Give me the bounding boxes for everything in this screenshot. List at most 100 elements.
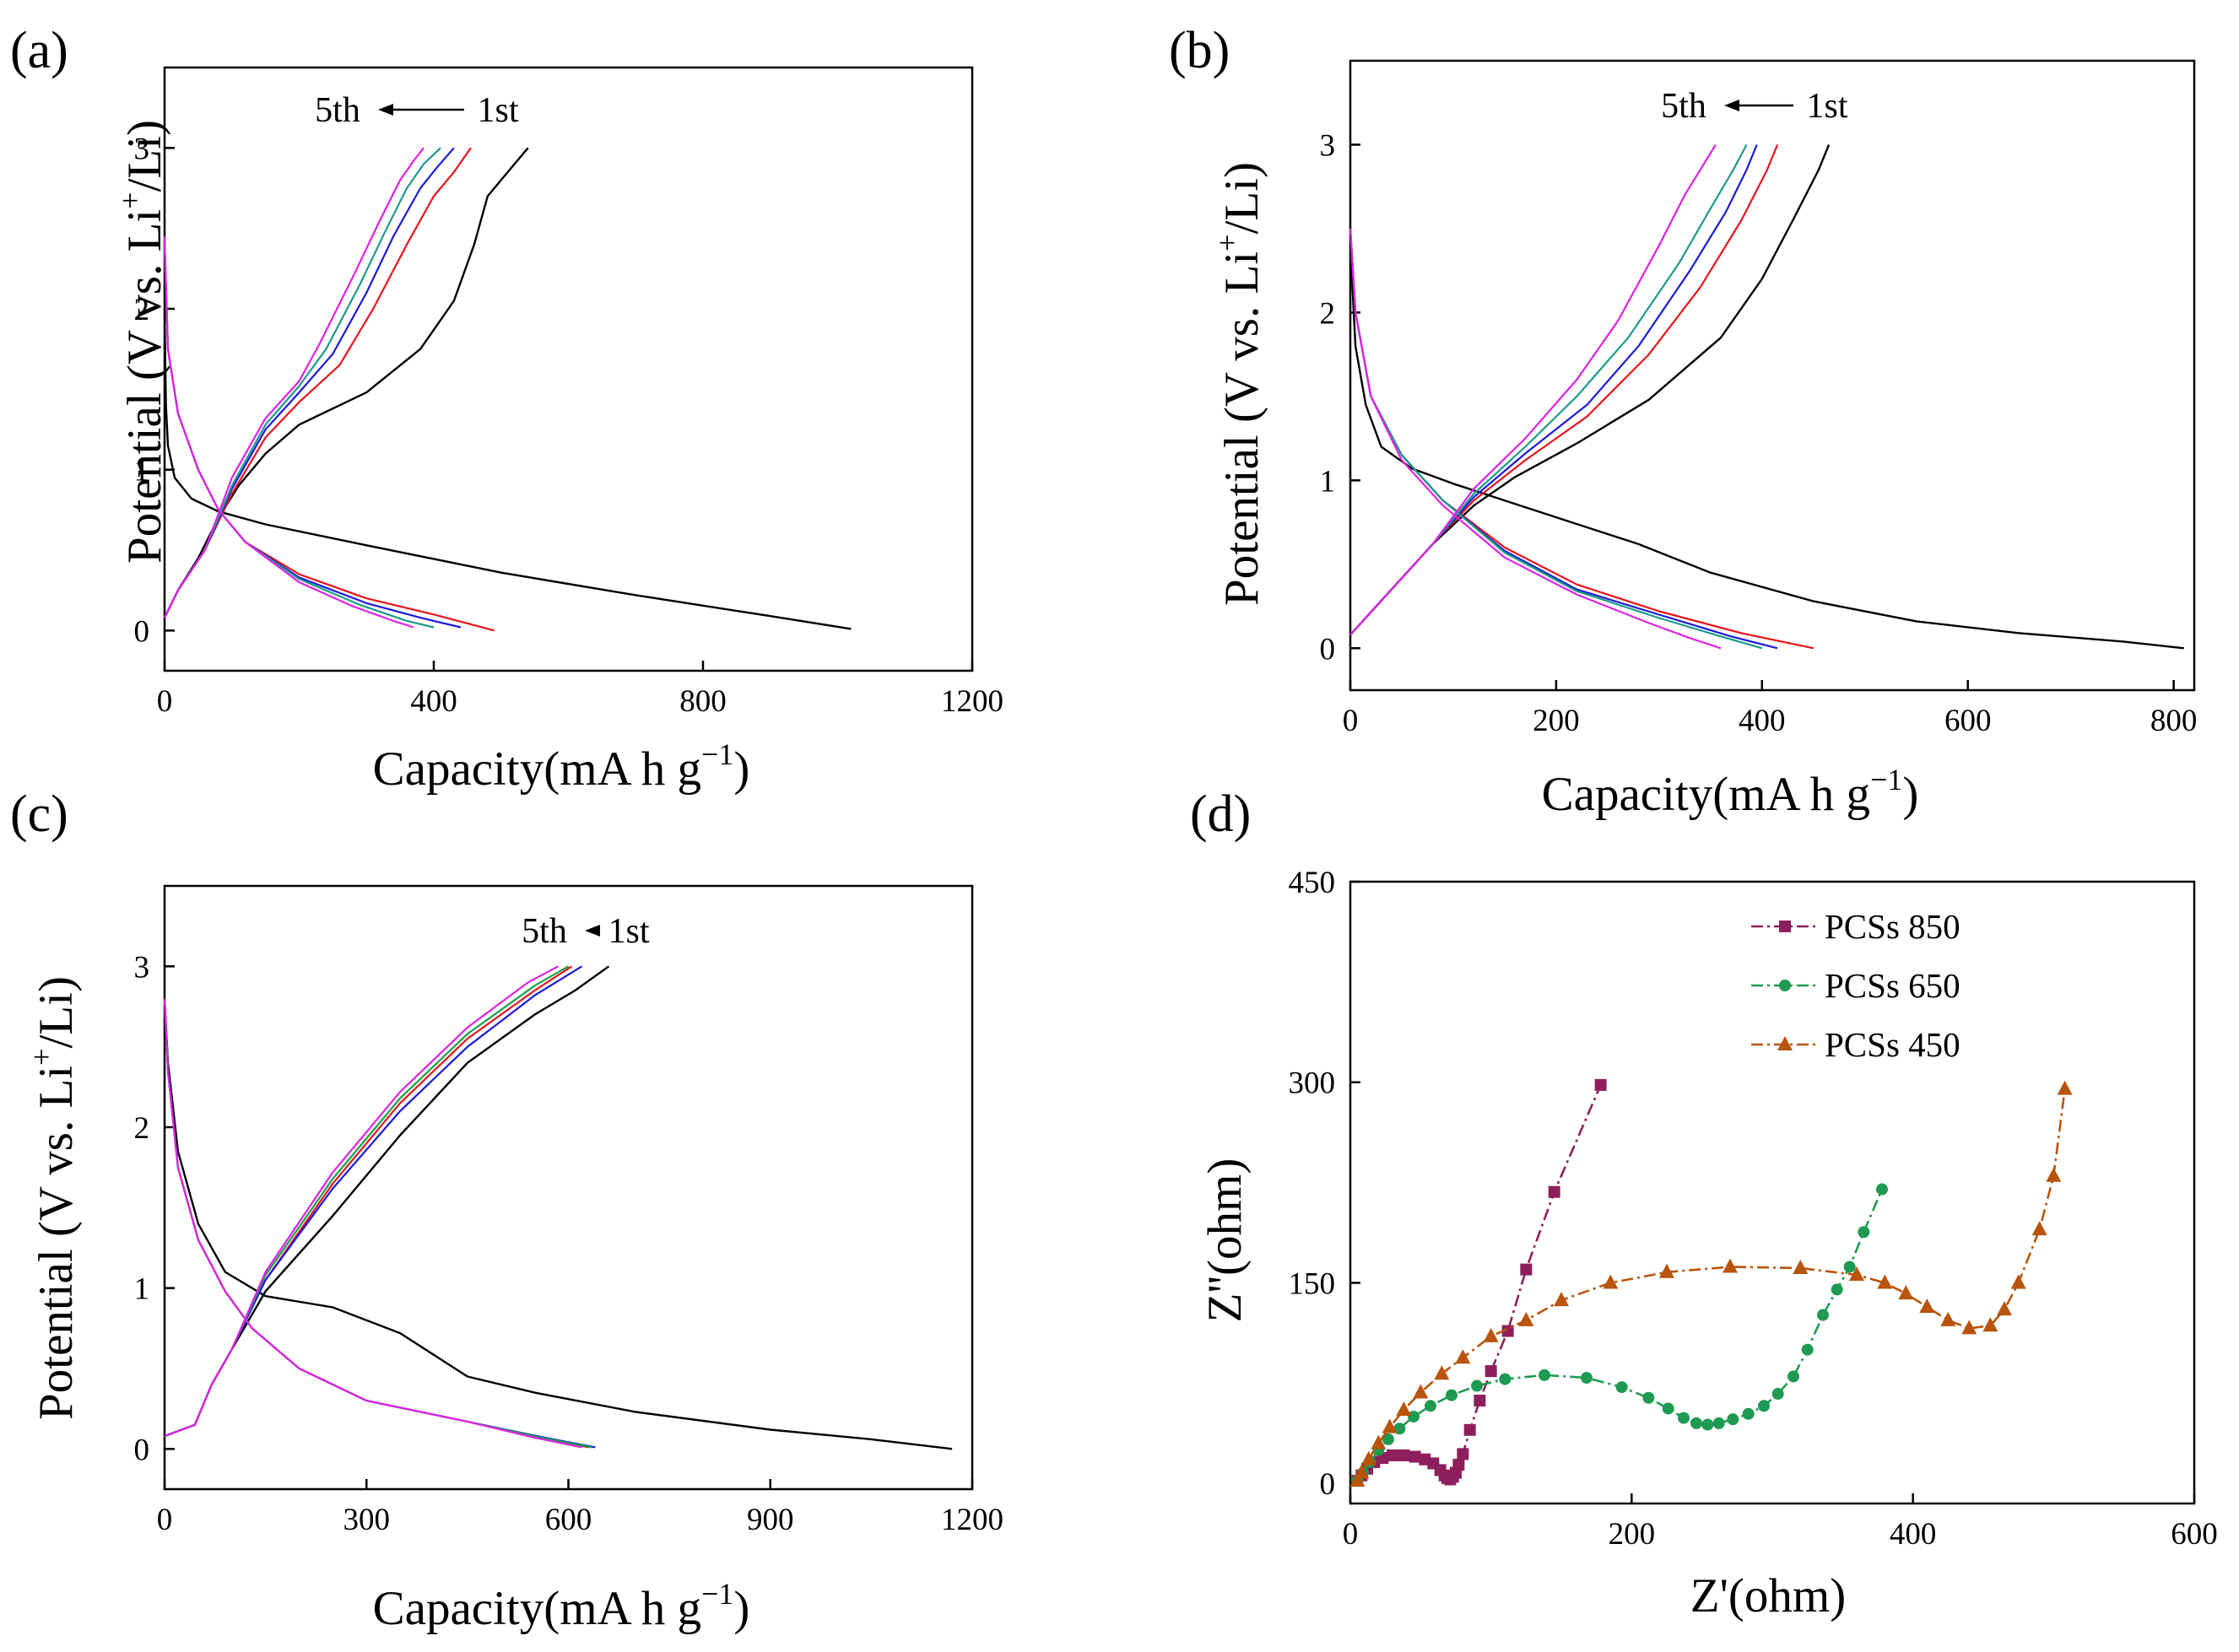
panel-label-b: (b) xyxy=(1169,22,1230,79)
y-axis-title-a: Potential (V vs. Li+/Li) xyxy=(113,120,171,564)
x-tick-label-c-0: 0 xyxy=(157,1503,173,1537)
point-1-6 xyxy=(1398,1449,1410,1461)
point-3-26 xyxy=(2046,1167,2062,1182)
point-3-4 xyxy=(1382,1418,1398,1433)
plot-frame-d xyxy=(1349,880,2196,1505)
panel-a: (a) Potential (V vs. Li+/Li) Capacity(mA… xyxy=(10,22,1003,796)
curve-b-cycle-1-discharge xyxy=(1349,245,2184,650)
point-2-28 xyxy=(1843,1261,1856,1273)
x-tick-label-c-1: 300 xyxy=(343,1503,391,1537)
point-2-5 xyxy=(1393,1423,1406,1435)
point-2-9 xyxy=(1471,1379,1483,1392)
x-tick-label-b-0: 0 xyxy=(1343,704,1359,738)
y-tick-label-a-1: 1 xyxy=(134,454,150,489)
point-1-7 xyxy=(1409,1450,1421,1463)
x-tick-label-b-3: 600 xyxy=(1944,704,1992,738)
point-3-18 xyxy=(1898,1285,1914,1300)
legend-marker-2 xyxy=(1779,980,1791,991)
point-2-30 xyxy=(1876,1183,1888,1196)
point-1-22 xyxy=(1520,1263,1533,1276)
point-3-21 xyxy=(1961,1320,1977,1335)
y-tick-label-b-0: 0 xyxy=(1320,632,1336,667)
x-tick-label-d-1: 200 xyxy=(1609,1517,1656,1552)
point-3-17 xyxy=(1877,1274,1893,1289)
point-3-14 xyxy=(1723,1258,1738,1273)
panel-label-c: (c) xyxy=(10,786,68,843)
point-2-11 xyxy=(1539,1369,1550,1381)
annotation-5th-a: 5th xyxy=(315,91,360,130)
curve-b-cycle-5-discharge xyxy=(1349,228,1722,650)
point-3-3 xyxy=(1371,1434,1387,1450)
x-axis-title-d: Z'(ohm) xyxy=(1690,1569,1846,1622)
point-2-10 xyxy=(1499,1373,1512,1385)
point-2-26 xyxy=(1817,1309,1829,1321)
point-3-10 xyxy=(1518,1311,1534,1326)
point-2-21 xyxy=(1742,1407,1755,1420)
point-2-17 xyxy=(1690,1417,1702,1429)
y-tick-label-a-0: 0 xyxy=(134,614,150,649)
point-2-13 xyxy=(1615,1381,1628,1394)
point-3-2 xyxy=(1360,1450,1376,1466)
x-tick-label-a-3: 1200 xyxy=(941,684,1003,719)
y-tick-label-d-2: 300 xyxy=(1289,1066,1336,1101)
point-2-25 xyxy=(1801,1343,1814,1356)
point-2-20 xyxy=(1727,1413,1739,1426)
point-3-27 xyxy=(2057,1080,2073,1095)
curve-a-cycle-1-charge xyxy=(163,147,529,618)
point-1-21 xyxy=(1501,1325,1514,1337)
point-3-12 xyxy=(1603,1274,1619,1289)
curve-a-cycle-5-discharge xyxy=(163,236,414,629)
point-2-6 xyxy=(1408,1410,1420,1423)
point-3-24 xyxy=(2010,1274,2026,1289)
point-3-1 xyxy=(1354,1464,1370,1479)
point-3-15 xyxy=(1793,1260,1809,1275)
x-tick-label-a-1: 400 xyxy=(410,684,457,719)
y-tick-label-b-2: 2 xyxy=(1320,296,1336,331)
point-2-18 xyxy=(1701,1418,1714,1431)
point-2-22 xyxy=(1758,1400,1770,1412)
x-tick-label-a-0: 0 xyxy=(157,684,173,719)
y-tick-label-c-1: 1 xyxy=(134,1272,150,1307)
point-3-9 xyxy=(1483,1327,1499,1342)
panel-b: (b) Potential (V vs. Li+/Li) Capacity(mA… xyxy=(1169,22,2197,821)
panel-label-d: (d) xyxy=(1190,786,1251,843)
point-3-13 xyxy=(1659,1263,1674,1278)
y-tick-label-d-3: 450 xyxy=(1289,866,1336,900)
point-2-12 xyxy=(1581,1372,1593,1385)
curve-c-cycle-5-charge xyxy=(164,965,560,1438)
point-3-20 xyxy=(1940,1311,1956,1326)
x-axis-title-a: Capacity(mA h g−1) xyxy=(373,737,750,796)
x-tick-label-b-4: 800 xyxy=(2150,704,2198,738)
legend-label-1: PCSs 850 xyxy=(1825,907,1960,946)
point-2-24 xyxy=(1787,1370,1799,1383)
curve-a-cycle-5-charge xyxy=(164,147,425,618)
annotation-1st-a: 1st xyxy=(477,91,518,130)
point-1-24 xyxy=(1594,1078,1607,1091)
point-3-16 xyxy=(1849,1266,1864,1281)
point-3-8 xyxy=(1455,1349,1471,1364)
point-2-14 xyxy=(1642,1391,1655,1404)
x-axis-title-c: Capacity(mA h g−1) xyxy=(373,1577,750,1635)
legend-marker-1 xyxy=(1779,920,1791,932)
panel-label-a: (a) xyxy=(10,22,68,79)
y-tick-label-b-3: 3 xyxy=(1320,128,1336,163)
point-3-23 xyxy=(1997,1301,2012,1316)
point-1-5 xyxy=(1387,1449,1398,1461)
point-2-4 xyxy=(1382,1433,1394,1445)
point-3-7 xyxy=(1434,1365,1450,1380)
point-1-16 xyxy=(1452,1459,1465,1471)
point-2-23 xyxy=(1771,1388,1784,1401)
panel-d: (d) Z''(ohm) Z'(ohm) 0 200 400 600 0 150 300 45… xyxy=(1190,786,2218,1622)
annotation-5th-b: 5th xyxy=(1661,87,1706,126)
y-tick-label-d-0: 0 xyxy=(1320,1467,1336,1502)
point-2-15 xyxy=(1662,1402,1674,1415)
x-tick-label-a-2: 800 xyxy=(679,684,727,719)
point-1-19 xyxy=(1474,1394,1486,1406)
point-3-0 xyxy=(1349,1472,1366,1487)
y-tick-label-a-3: 3 xyxy=(134,132,150,166)
panel-c: (c) Potential (V vs. Li+/Li) Capacity(mA… xyxy=(10,786,1003,1635)
point-3-6 xyxy=(1413,1384,1429,1399)
y-tick-label-b-1: 1 xyxy=(1320,464,1336,499)
